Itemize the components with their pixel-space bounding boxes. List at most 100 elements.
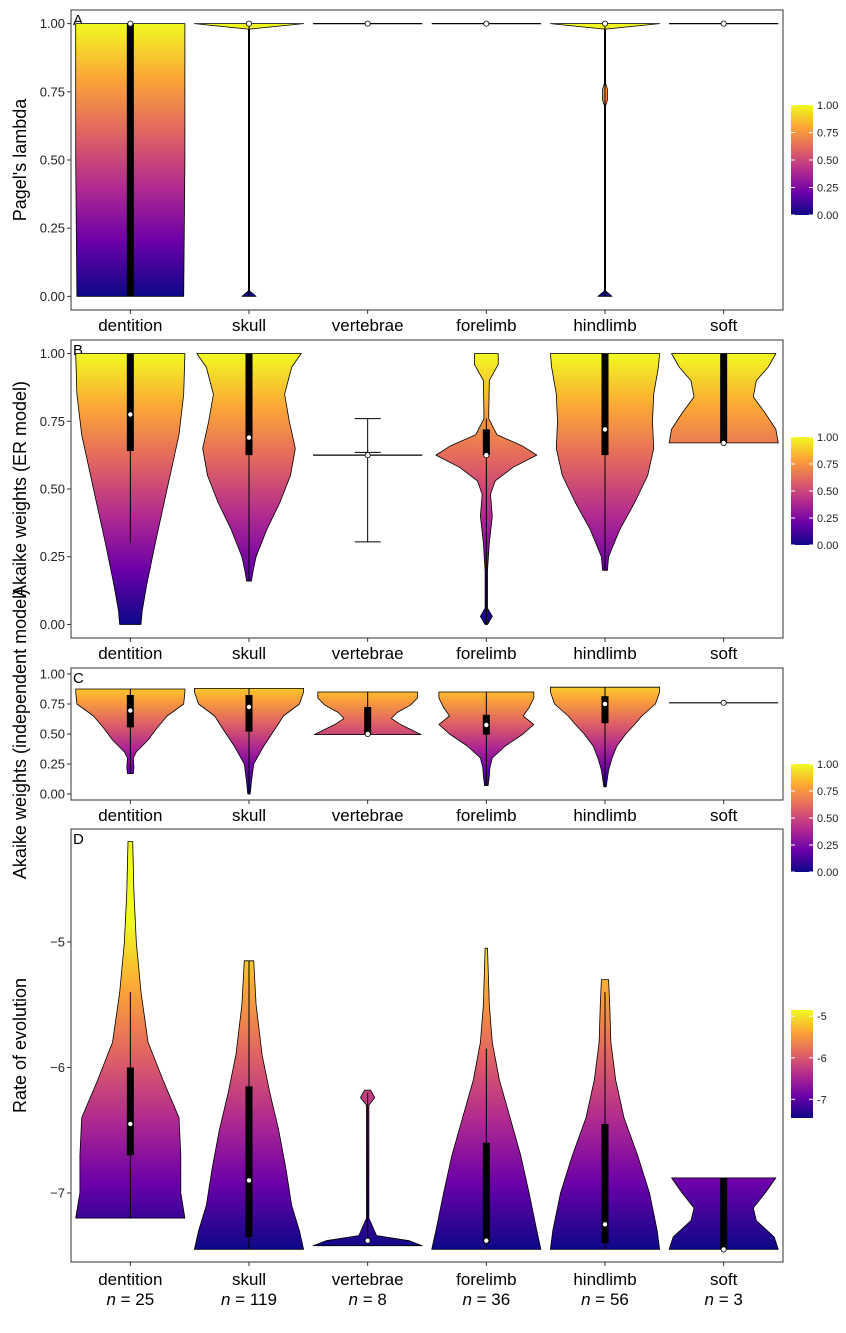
violin-vertebrae [313,418,423,543]
panel-c: C 0.00 0.25 0.50 0.75 1.00 Akaike weights (ind… [10,589,838,879]
category-label-skull: skull [232,316,266,335]
median-point [483,1237,490,1244]
median-point [602,20,609,27]
iqr-box [601,1123,609,1244]
violin-forelimb [431,20,541,27]
colorbar-label: -6 [817,1053,827,1065]
category-label-forelimb: forelimb [456,644,516,663]
median-point [602,1221,609,1228]
median-point [483,452,490,459]
y-tick-label: 1.00 [40,346,65,361]
n-label-dentition: n = 25 [106,1290,154,1309]
colorbar-label: 0.25 [817,840,838,852]
median-point [364,1237,371,1244]
iqr-box [482,1142,490,1244]
n-label-soft: n = 3 [705,1290,743,1309]
median-point [720,20,727,27]
colorbar-label: 1.00 [817,100,838,112]
n-label-skull: n = 119 [221,1290,277,1309]
iqr-box [720,1177,728,1250]
category-label-hindlimb: hindlimb [573,806,636,825]
iqr-box [245,353,253,456]
category-label-skull: skull [232,644,266,663]
category-label-hindlimb: hindlimb [573,1270,636,1289]
category-label-hindlimb: hindlimb [573,644,636,663]
y-axis-title: Pagel's lambda [10,98,30,222]
y-tick-label: 0.00 [40,289,65,304]
y-tick-label: 0.25 [40,221,65,236]
n-label-vertebrae: n = 8 [349,1290,387,1309]
category-label-skull: skull [232,806,266,825]
category-label-dentition: dentition [98,316,162,335]
violin-skull [194,960,304,1250]
violin-dentition [75,20,186,297]
category-label-soft: soft [710,806,738,825]
category-label-dentition: dentition [98,644,162,663]
iqr-box [601,353,609,456]
median-point [720,1246,727,1253]
iqr-box [364,707,372,734]
violin-vertebrae [312,1089,423,1247]
panel-letter: A [73,12,83,29]
colorbar-label: -5 [817,1011,827,1023]
violin-forelimb [431,947,542,1250]
colorbar-legend: 0.00 0.25 0.50 0.75 1.00 [791,759,838,879]
colorbar-label: 0.75 [817,459,838,471]
violin-forelimb [438,691,535,786]
category-label-skull: skull [232,1270,266,1289]
y-tick-label: 0.00 [40,787,65,802]
y-axis-title: Rate of evolution [10,978,30,1113]
category-label-forelimb: forelimb [456,806,516,825]
y-tick-label: 1.00 [40,667,65,682]
category-label-vertebrae: vertebrae [332,644,404,663]
category-label-vertebrae: vertebrae [332,316,404,335]
violin-forelimb [435,353,538,625]
iqr-box [126,353,134,452]
iqr-box [720,353,728,443]
violin-soft [668,353,779,446]
colorbar-label: 0.00 [817,867,838,879]
median-point [364,731,371,738]
colorbar [791,105,813,215]
y-tick-label: 0.75 [40,414,65,429]
colorbar-label: 1.00 [817,759,838,771]
iqr-box [245,695,253,732]
violin-hindlimb [550,686,660,788]
violin-vertebrae [313,20,423,27]
category-label-forelimb: forelimb [456,316,516,335]
violin-vertebrae [313,691,422,738]
violin-soft [668,1177,779,1253]
category-label-vertebrae: vertebrae [332,806,404,825]
panel-letter: C [73,670,84,687]
colorbar-legend: 0.00 0.25 0.50 0.75 1.00 [791,432,838,552]
colorbar-label: 0.50 [817,486,838,498]
colorbar-label: 0.50 [817,813,838,825]
median-point [245,1177,252,1184]
panel-b: B 0.00 0.25 0.50 0.75 1.00 Akaike weights (ER … [10,339,838,663]
iqr-box [482,429,490,456]
category-label-vertebrae: vertebrae [332,1270,404,1289]
colorbar-label: -7 [817,1094,827,1106]
category-label-soft: soft [710,316,738,335]
colorbar-label: 0.00 [817,210,838,222]
violin-dentition [75,353,186,625]
y-tick-label: 1.00 [40,16,65,31]
colorbar-label: 0.50 [817,155,838,167]
colorbar [791,1010,813,1118]
median-point [720,699,727,706]
colorbar-legend: -7 -6 -5 [791,1010,827,1118]
y-tick-label: 0.25 [40,549,65,564]
median-point [364,20,371,27]
median-point [602,701,609,708]
y-tick-label: −6 [50,1060,65,1075]
violin-hindlimb [550,979,660,1250]
violin-soft [669,20,779,27]
median-point [483,20,490,27]
panel-letter: D [73,831,84,848]
plot-frame [70,828,784,1263]
n-label-hindlimb: n = 56 [581,1290,629,1309]
y-tick-label: 0.75 [40,697,65,712]
median-point [483,722,490,729]
y-tick-label: −7 [50,1185,65,1200]
